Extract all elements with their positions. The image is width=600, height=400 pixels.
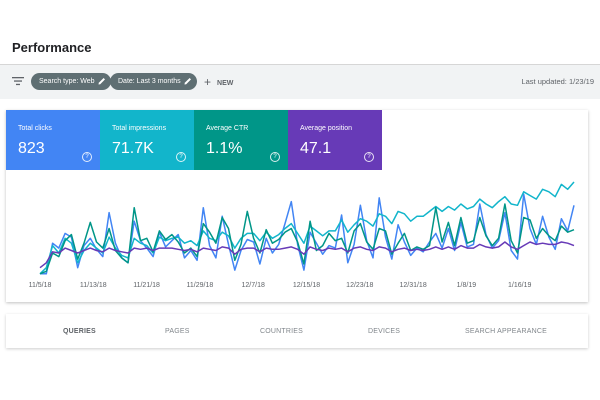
metric-label: Average position: [300, 125, 353, 132]
help-icon[interactable]: ?: [270, 152, 280, 162]
filter-icon[interactable]: [12, 75, 24, 87]
metric-total-clicks[interactable]: Total clicks 823 ?: [6, 110, 100, 170]
dimension-tabs: QUERIES PAGES COUNTRIES DEVICES SEARCH A…: [6, 314, 588, 348]
app-header: Performance: [0, 0, 600, 65]
filter-bar: Search type: Web Date: Last 3 months + NE…: [0, 65, 600, 99]
date-range-chip-label: Date: Last 3 months: [118, 78, 181, 85]
plus-icon: +: [204, 75, 212, 89]
tab-queries[interactable]: QUERIES: [63, 328, 96, 335]
x-tick-label: 12/23/18: [346, 282, 373, 289]
x-tick-label: 12/15/18: [293, 282, 320, 289]
series-line-3: [39, 203, 575, 275]
metric-average-ctr[interactable]: Average CTR 1.1% ?: [194, 110, 288, 170]
x-tick-label: 12/7/18: [242, 282, 265, 289]
x-tick-label: 1/16/19: [508, 282, 531, 289]
last-updated-text: Last updated: 1/23/19: [521, 77, 594, 86]
edit-pencil-icon: [184, 78, 191, 85]
series-line-4: [39, 241, 575, 269]
metric-label: Total impressions: [112, 125, 167, 132]
x-tick-label: 11/29/18: [187, 282, 214, 289]
help-icon[interactable]: ?: [82, 152, 92, 162]
metric-value: 1.1%: [206, 140, 243, 157]
new-filter-button[interactable]: + NEW: [204, 74, 233, 92]
tab-devices[interactable]: DEVICES: [368, 328, 401, 335]
series-line-2: [39, 181, 575, 275]
edit-pencil-icon: [98, 78, 105, 85]
date-range-chip[interactable]: Date: Last 3 months: [110, 73, 197, 90]
tab-countries[interactable]: COUNTRIES: [260, 328, 304, 335]
x-tick-label: 11/21/18: [133, 282, 160, 289]
metric-value: 71.7K: [112, 140, 154, 157]
metric-average-position[interactable]: Average position 47.1 ?: [288, 110, 382, 170]
x-tick-label: 11/5/18: [29, 282, 52, 289]
metric-value: 823: [18, 140, 45, 157]
new-filter-label: NEW: [217, 80, 234, 87]
performance-chart[interactable]: 11/5/18 11/13/18 11/21/18 11/29/18 12/7/18 12…: [6, 170, 588, 302]
metric-value: 47.1: [300, 140, 332, 157]
help-icon[interactable]: ?: [176, 152, 186, 162]
tab-search-appearance[interactable]: SEARCH APPEARANCE: [465, 328, 547, 335]
performance-card: Total clicks 823 ? Total impressions 71.…: [6, 110, 588, 302]
metric-total-impressions[interactable]: Total impressions 71.7K ?: [100, 110, 194, 170]
search-type-chip[interactable]: Search type: Web: [31, 73, 111, 90]
metric-label: Total clicks: [18, 125, 52, 132]
x-tick-label: 11/13/18: [80, 282, 107, 289]
tab-pages[interactable]: PAGES: [165, 328, 190, 335]
x-tick-label: 12/31/18: [399, 282, 426, 289]
metric-label: Average CTR: [206, 125, 249, 132]
x-tick-label: 1/8/19: [457, 282, 477, 289]
help-icon[interactable]: ?: [364, 152, 374, 162]
search-type-chip-label: Search type: Web: [39, 78, 95, 85]
page-title: Performance: [12, 40, 92, 55]
